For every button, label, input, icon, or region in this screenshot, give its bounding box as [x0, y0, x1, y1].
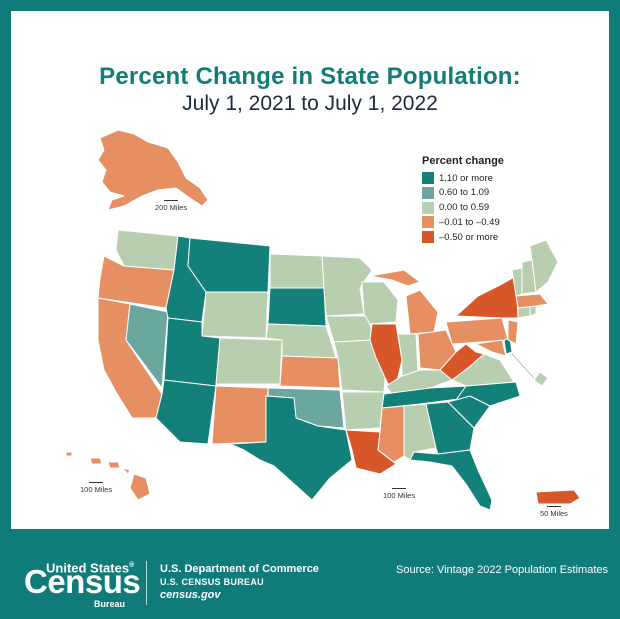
bureau-name: U.S. CENSUS BUREAU	[160, 577, 264, 587]
state-colorado	[215, 337, 283, 385]
legend-label: 1.10 or more	[439, 172, 493, 184]
state-south-dakota	[267, 287, 327, 327]
state-north-carolina	[455, 381, 521, 407]
state-texas	[229, 395, 353, 501]
footer: United States® Census Bureau U.S. Depart…	[0, 529, 620, 619]
department-block: U.S. Department of Commerce U.S. CENSUS …	[160, 563, 319, 601]
scale-bar	[392, 488, 407, 489]
state-indiana	[397, 333, 419, 377]
website-link[interactable]: census.gov	[160, 589, 221, 601]
legend-swatch	[422, 201, 434, 214]
state-nevada	[125, 303, 169, 389]
state-washington	[115, 229, 179, 271]
logo-sub-text: Bureau	[94, 599, 126, 609]
map-subtitle: July 1, 2021 to July 1, 2022	[182, 92, 438, 115]
state-alaska	[97, 129, 209, 211]
state-north-dakota	[269, 253, 325, 289]
department-name: U.S. Department of Commerce	[160, 563, 319, 575]
state-arizona	[155, 379, 217, 445]
legend-label: 0.60 to 1.09	[439, 187, 490, 199]
state-new-jersey	[507, 319, 519, 345]
legend-label: 0.00 to 0.59	[439, 202, 490, 214]
scale-bar	[546, 506, 561, 507]
scale-label: 50 Miles	[540, 509, 568, 518]
scale-label: 100 Miles	[80, 485, 113, 494]
logo-top-text: United States®	[46, 559, 134, 574]
legend-title: Percent change	[422, 155, 504, 167]
scale-mainland: 100 Miles	[383, 488, 415, 500]
state-montana	[187, 237, 271, 293]
scale-bar	[164, 200, 179, 201]
legend: Percent change 1.10 or more 0.60 to 1.09…	[422, 155, 504, 245]
state-west-virginia	[439, 343, 485, 381]
state-maine	[529, 239, 559, 293]
state-iowa	[325, 315, 375, 343]
map-title: Percent Change in State Population:	[99, 63, 521, 90]
scale-label: 100 Miles	[383, 491, 416, 500]
legend-item: –0.50 or more	[422, 230, 504, 244]
state-wyoming	[201, 291, 269, 339]
scale-bar	[89, 482, 104, 483]
scale-alaska: 200 Miles	[155, 200, 187, 212]
state-new-mexico	[211, 385, 269, 445]
scale-label: 200 Miles	[155, 203, 188, 212]
legend-swatch	[422, 172, 434, 184]
state-rhode-island	[529, 305, 537, 317]
state-wisconsin	[361, 281, 399, 325]
logo-main-text: Census	[24, 563, 141, 600]
scale-hawaii: 100 Miles	[80, 482, 112, 494]
state-kansas	[279, 355, 341, 389]
state-hawaii	[65, 451, 151, 501]
scale-puerto-rico: 50 Miles	[540, 506, 568, 518]
legend-swatch	[422, 216, 434, 229]
footer-divider	[146, 561, 147, 605]
legend-item: 1.10 or more	[422, 171, 504, 185]
state-florida	[409, 449, 493, 511]
us-map	[65, 129, 581, 511]
legend-label: –0.50 or more	[439, 231, 499, 243]
legend-item: 0.60 to 1.09	[422, 186, 504, 200]
state-arkansas	[341, 391, 385, 431]
legend-swatch	[422, 186, 434, 199]
state-michigan	[369, 269, 439, 335]
state-massachusetts	[515, 293, 549, 309]
logo-top-label: United States	[46, 560, 130, 576]
legend-swatch	[422, 231, 434, 244]
legend-item: –0.01 to –0.49	[422, 215, 504, 229]
state-minnesota	[321, 255, 373, 317]
state-maryland	[475, 339, 507, 357]
state-dc-inset	[533, 371, 549, 387]
legend-label: –0.01 to –0.49	[439, 216, 500, 228]
state-new-york	[455, 275, 519, 319]
legend-item: 0.00 to 0.59	[422, 201, 504, 215]
source-note: Source: Vintage 2022 Population Estimate…	[396, 564, 608, 576]
territory-puerto-rico	[535, 489, 581, 505]
logo-registered-mark: ®	[129, 562, 135, 569]
dc-callout-line	[511, 353, 535, 379]
